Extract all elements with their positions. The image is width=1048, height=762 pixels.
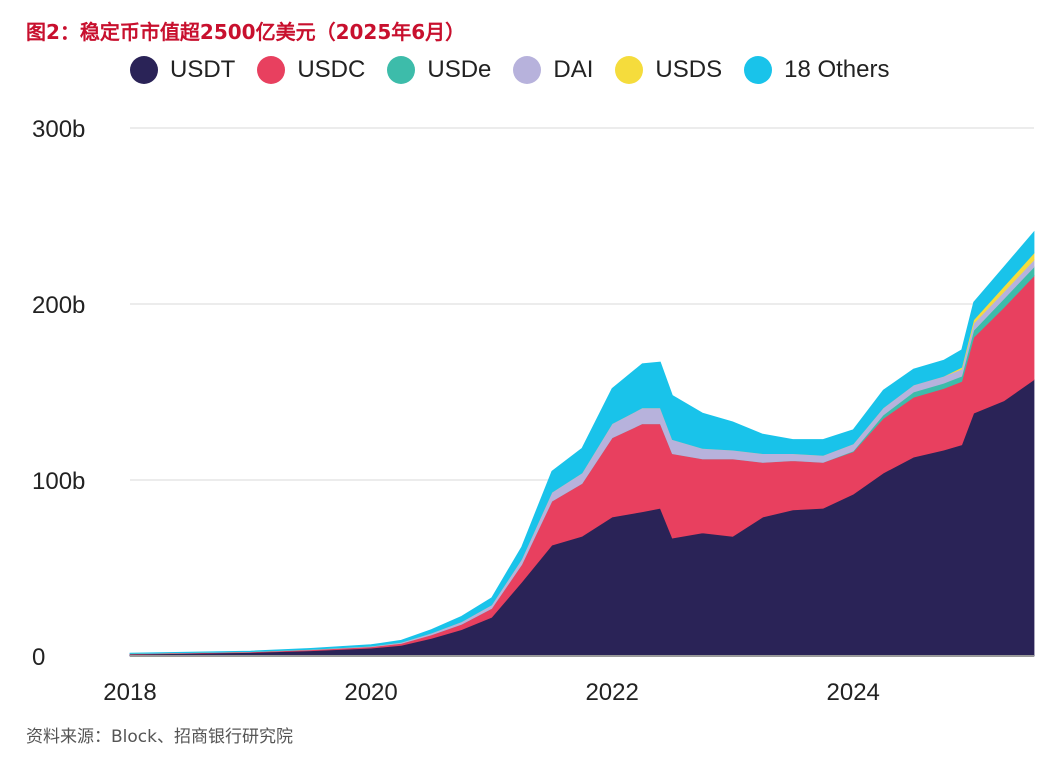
legend-swatch <box>744 56 773 84</box>
legend-swatch <box>387 56 416 84</box>
legend-label: DAI <box>553 56 594 83</box>
legend-label: 18 Others <box>784 56 890 83</box>
legend-item-3: USDe <box>387 56 491 84</box>
legend-item-5: USDS <box>615 56 722 84</box>
legend-item-2: USDC <box>257 56 365 84</box>
legend-swatch <box>257 56 286 84</box>
y-tick-label: 100b <box>32 468 85 495</box>
legend-label: USDT <box>170 56 236 83</box>
legend-item-4: DAI <box>513 56 593 84</box>
source-note: 资料来源：Block、招商银行研究院 <box>26 727 293 747</box>
legend-swatch <box>130 56 158 84</box>
x-tick-label: 2018 <box>103 679 156 706</box>
legend-label: USDe <box>427 56 492 83</box>
legend-item-6: 18 Others <box>744 56 889 84</box>
y-tick-label: 300b <box>32 116 85 143</box>
area-series-6 <box>129 230 1035 654</box>
legend: USDT USDC USDe DAI USDS 18 Others <box>130 56 911 84</box>
x-tick-label: 2020 <box>344 679 397 706</box>
legend-item-1: USDT <box>130 56 235 84</box>
legend-label: USDS <box>655 56 723 83</box>
y-tick-label: 200b <box>32 292 85 319</box>
legend-swatch <box>615 56 644 84</box>
y-tick-label: 0 <box>32 644 45 671</box>
legend-swatch <box>513 56 542 84</box>
x-tick-label: 2024 <box>827 679 880 706</box>
chart-title: 图2：稳定币市值超2500亿美元（2025年6月） <box>26 20 466 44</box>
x-tick-label: 2022 <box>585 679 638 706</box>
legend-label: USDC <box>297 56 366 83</box>
